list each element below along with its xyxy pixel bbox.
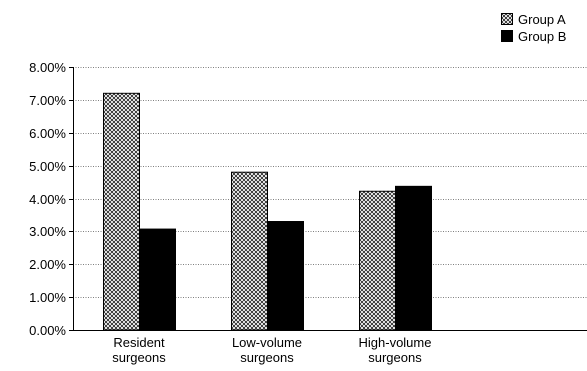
y-tick-label: 8.00%	[29, 60, 66, 75]
legend-label-group-b: Group B	[518, 29, 566, 44]
legend-swatch-group-a	[501, 13, 513, 25]
y-tick-label: 3.00%	[29, 224, 66, 239]
x-tick-label: surgeons	[240, 350, 294, 365]
y-tick-label: 2.00%	[29, 257, 66, 272]
x-tick-label: Resident	[113, 335, 165, 350]
y-tick-label: 4.00%	[29, 192, 66, 207]
bar-group-a	[359, 190, 396, 331]
y-tick-label: 6.00%	[29, 126, 66, 141]
bar-group-b	[139, 228, 176, 331]
bar-group-a	[103, 92, 140, 331]
bar-group-b	[395, 185, 432, 331]
y-tick-label: 5.00%	[29, 159, 66, 174]
x-tick-label: surgeons	[368, 350, 422, 365]
y-tick-label: 7.00%	[29, 93, 66, 108]
y-tick-label: 1.00%	[29, 290, 66, 305]
y-tick-label: 0.00%	[29, 323, 66, 338]
legend-swatch-group-b	[501, 30, 513, 42]
legend-label-group-a: Group A	[518, 12, 566, 27]
x-tick-label: surgeons	[112, 350, 166, 365]
bar-group-b	[267, 221, 304, 331]
x-tick-label: High-volume	[359, 335, 432, 350]
x-tick-label: Low-volume	[232, 335, 302, 350]
bar-group-a	[231, 171, 268, 331]
